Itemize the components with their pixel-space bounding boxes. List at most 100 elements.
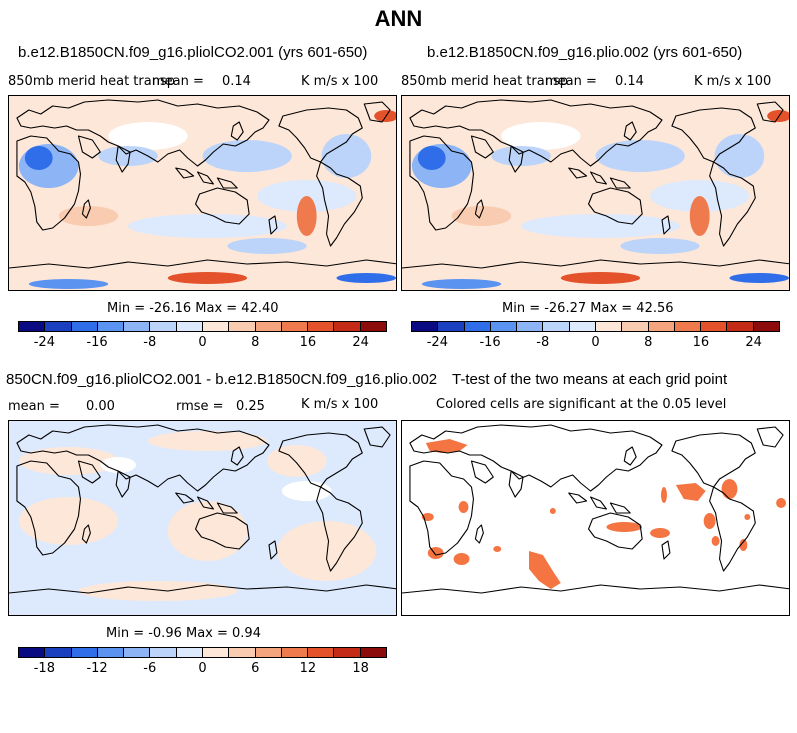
panel-a-tick: -16 [86,335,108,350]
panel-b-tick: -8 [536,335,550,350]
colorbar-cell [97,322,125,331]
colorbar-cell [701,322,728,331]
panel-c-rmse-label: rmse = [176,399,224,414]
colorbar-cell [543,322,570,331]
panel-d-field [402,421,789,615]
colorbar-cell [308,648,335,657]
colorbar-cell [202,648,230,657]
panel-b-units: K m/s x 100 [694,74,772,89]
panel-c-mean-value: 0.00 [86,399,115,414]
colorbar-cell [229,648,256,657]
panel-a-tick: 0 [198,335,207,350]
panel-b-tick: 8 [644,335,653,350]
panel-a-variable: 850mb merid heat transp [8,74,175,89]
colorbar-cell [202,322,230,331]
colorbar-cell [753,322,779,331]
panel-b-case-title: b.e12.B1850CN.f09_g16.plio.002 (yrs 601-… [427,44,743,61]
colorbar-cell [176,322,203,331]
colorbar-cell [97,648,125,657]
colorbar-cell [281,322,309,331]
panel-a-field [9,96,396,290]
panel-c-units: K m/s x 100 [301,397,379,412]
panel-a-tick: 8 [251,335,260,350]
colorbar-cell [674,322,702,331]
panel-b-minmax: Min = -26.27 Max = 42.56 [502,301,674,316]
panel-c-map [8,420,397,616]
panel-d-subtitle: Colored cells are significant at the 0.0… [436,397,727,412]
colorbar-cell [517,322,544,331]
panel-b-mean-value: 0.14 [615,74,644,89]
panel-c-rmse-value: 0.25 [236,399,265,414]
colorbar-cell [595,322,623,331]
panel-a-units: K m/s x 100 [301,74,379,89]
panel-c-colorbar [18,647,387,658]
panel-a-mean-value: 0.14 [222,74,251,89]
colorbar-cell [255,648,282,657]
panel-d-map [401,420,790,616]
colorbar-cell [334,322,361,331]
colorbar-cell [150,648,177,657]
colorbar-cell [308,322,335,331]
colorbar-cell [360,648,386,657]
panel-c-case-title: 850CN.f09_g16.pliolCO2.001 - b.e12.B1850… [6,371,438,388]
panel-c-tick: -18 [33,661,55,676]
panel-b-colorbar-ticks: -24 -16 -8 0 8 16 24 [411,335,780,351]
colorbar-cell [334,648,361,657]
panel-a-mean-label: mean = [152,74,204,89]
panel-c-tick: -12 [86,661,108,676]
panel-a-tick: 24 [352,335,369,350]
colorbar-cell [19,322,46,331]
panel-b-field [402,96,789,290]
colorbar-cell [360,322,386,331]
panel-c-tick: -6 [143,661,157,676]
colorbar-cell [412,322,439,331]
panel-c-colorbar-ticks: -18 -12 -6 0 6 12 18 [18,661,387,677]
colorbar-cell [281,648,309,657]
colorbar-cell [176,648,203,657]
panel-c-tick: 12 [299,661,317,676]
panel-b-colorbar [411,321,780,332]
colorbar-cell [124,648,151,657]
panel-c-field [9,421,396,615]
panel-b-tick: -24 [426,335,448,350]
figure-title: ANN [374,6,423,31]
panel-b-tick: 16 [692,335,710,350]
colorbar-cell [727,322,754,331]
panel-a-colorbar [18,321,387,332]
panel-b-variable: 850mb merid heat transp [401,74,568,89]
panel-b-tick: -16 [479,335,501,350]
colorbar-cell [438,322,465,331]
panel-a-case-title: b.e12.B1850CN.f09_g16.pliolCO2.001 (yrs … [18,44,368,61]
panel-c-minmax: Min = -0.96 Max = 0.94 [106,626,261,641]
colorbar-cell [490,322,518,331]
significant-cells [421,439,787,589]
panel-b-mean-label: mean = [545,74,597,89]
colorbar-cell [45,322,72,331]
panel-a-map [8,95,397,291]
panel-a-tick: -8 [143,335,157,350]
panel-c-tick: 18 [352,661,369,676]
colorbar-cell [229,322,256,331]
colorbar-cell [150,322,177,331]
colorbar-cell [71,648,98,657]
colorbar-cell [19,648,46,657]
panel-c-mean-label: mean = [8,399,60,414]
colorbar-cell [45,648,72,657]
panel-c-tick: 0 [198,661,207,676]
panel-b-map [401,95,790,291]
panel-a-tick: 16 [299,335,317,350]
colorbar-cell [569,322,596,331]
panel-a-colorbar-ticks: -24 -16 -8 0 8 16 24 [18,335,387,351]
panel-a-minmax: Min = -26.16 Max = 42.40 [107,301,279,316]
panel-a-tick: -24 [33,335,55,350]
colorbar-cell [464,322,491,331]
panel-b-tick: 0 [591,335,600,350]
colorbar-cell [255,322,282,331]
colorbar-cell [648,322,675,331]
colorbar-cell [71,322,98,331]
colorbar-cell [622,322,649,331]
colorbar-cell [124,322,151,331]
panel-c-tick: 6 [251,661,260,676]
panel-b-tick: 24 [745,335,762,350]
panel-d-title: T-test of the two means at each grid poi… [452,371,728,388]
